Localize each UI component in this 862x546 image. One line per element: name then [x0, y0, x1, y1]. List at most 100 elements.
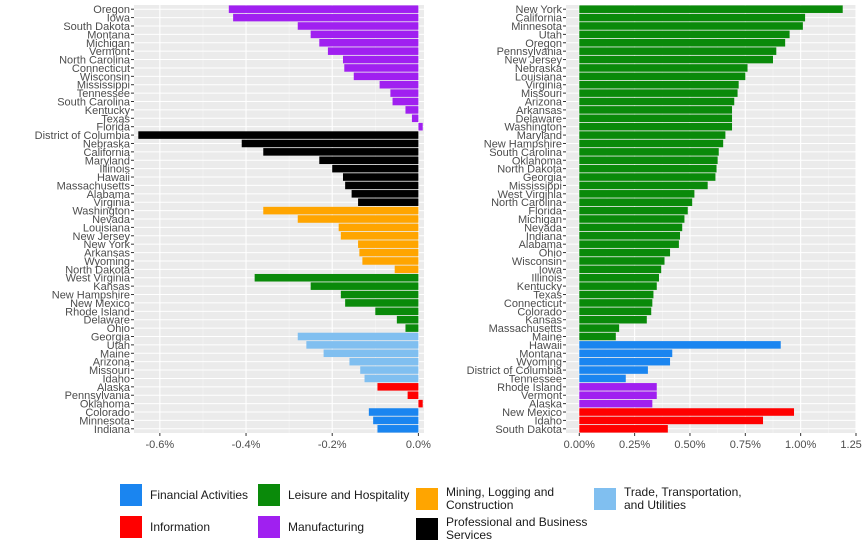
state-label-north-carolina: North Carolina [491, 197, 563, 209]
bar-right-kansas [579, 315, 647, 324]
state-label-arkansas: Arkansas [516, 105, 562, 117]
bar-right-new-jersey [579, 55, 773, 64]
x-tick-label: -0.4% [232, 439, 261, 451]
state-label-oregon: Oregon [525, 38, 562, 50]
bar-right-illinois [579, 273, 659, 282]
bar-left-kansas [310, 282, 419, 290]
state-label-illinois: Illinois [531, 273, 562, 285]
x-tick-label: 0.0% [406, 439, 431, 451]
legend-swatch [416, 488, 438, 510]
state-label-missouri: Missouri [89, 365, 130, 377]
legend-swatch [258, 516, 280, 538]
legend: Financial Activities Leisure and Hospital… [0, 476, 862, 546]
state-label-new-york: New York [84, 239, 131, 251]
bar-left-new-jersey [340, 232, 419, 240]
state-label-west-virginia: West Virginia [66, 273, 131, 285]
bar-right-new-hampshire [579, 139, 724, 148]
state-label-indiana: Indiana [94, 424, 131, 436]
bar-left-rhode-island [375, 307, 419, 316]
bar-left-north-carolina [342, 55, 419, 64]
legend-label: Leisure and Hospitality [288, 487, 410, 502]
bar-left-colorado [368, 408, 419, 416]
legend-item-mining-logging-and-construction: Mining, Logging and Construction [416, 486, 554, 512]
state-label-district-of-columbia: District of Columbia [467, 365, 563, 377]
state-label-north-carolina: North Carolina [59, 55, 131, 67]
state-label-wisconsin: Wisconsin [80, 71, 130, 83]
bar-right-new-york [579, 5, 843, 13]
legend-swatch [120, 516, 142, 538]
bar-left-massachusetts [345, 181, 419, 190]
bar-left-california [263, 148, 419, 156]
state-label-kentucky: Kentucky [85, 105, 131, 117]
bar-right-hawaii [579, 341, 781, 349]
state-label-pennsylvania: Pennsylvania [65, 390, 131, 402]
state-label-mississippi: Mississippi [77, 80, 130, 92]
state-label-iowa: Iowa [539, 264, 563, 276]
bar-right-oklahoma [579, 156, 718, 165]
x-tick-label: 0.25% [619, 439, 650, 451]
legend-label: Trade, Transportation, and Utilities [624, 485, 742, 512]
legend-item-professional-and-business-services: Professional and Business Services [416, 516, 587, 542]
state-label-kentucky: Kentucky [517, 281, 563, 293]
state-label-idaho: Idaho [102, 373, 130, 385]
state-label-nebraska: Nebraska [515, 63, 563, 75]
state-label-maine: Maine [100, 348, 130, 360]
state-label-hawaii: Hawaii [529, 340, 562, 352]
state-label-minnesota: Minnesota [511, 21, 563, 33]
state-label-maine: Maine [532, 331, 562, 343]
state-label-iowa: Iowa [107, 13, 131, 25]
bar-left-pennsylvania [407, 391, 419, 400]
bar-right-pennsylvania [579, 47, 777, 55]
state-label-new-mexico: New Mexico [502, 407, 562, 419]
bar-right-wisconsin [579, 257, 665, 265]
state-label-pennsylvania: Pennsylvania [497, 46, 563, 58]
state-label-new-york: New York [516, 4, 563, 16]
legend-label: Manufacturing [288, 519, 365, 534]
state-label-utah: Utah [539, 29, 562, 41]
bar-right-new-mexico [579, 408, 795, 416]
state-label-kansas: Kansas [525, 315, 562, 327]
bar-left-north-dakota [394, 265, 419, 274]
legend-label: Mining, Logging and Construction [446, 485, 555, 512]
state-label-tennessee: Tennessee [77, 88, 130, 100]
bar-left-louisiana [338, 223, 419, 232]
state-label-montana: Montana [519, 348, 563, 360]
state-label-south-dakota: South Dakota [495, 424, 563, 436]
bar-right-washington [579, 122, 733, 131]
bar-right-idaho [579, 416, 764, 425]
state-label-maryland: Maryland [85, 155, 130, 167]
bar-left-illinois [332, 164, 419, 173]
bar-left-montana [310, 30, 419, 39]
bar-left-south-carolina [392, 97, 419, 106]
state-label-new-hampshire: New Hampshire [52, 290, 130, 302]
bar-right-georgia [579, 173, 716, 181]
state-label-illinois: Illinois [99, 164, 130, 176]
bar-right-texas [579, 290, 654, 299]
bar-right-alaska [579, 399, 653, 408]
bar-left-district-of-columbia [138, 131, 419, 139]
bar-left-oklahoma [418, 399, 423, 408]
state-label-utah: Utah [107, 340, 130, 352]
state-label-indiana: Indiana [526, 231, 563, 243]
bar-left-new-hampshire [340, 290, 419, 299]
bar-left-arkansas [359, 248, 419, 257]
legend-label: Professional and Business Services [446, 515, 588, 542]
bar-right-minnesota [579, 22, 803, 30]
bar-left-georgia [297, 332, 419, 341]
state-label-north-dakota: North Dakota [65, 264, 131, 276]
bar-right-north-dakota [579, 164, 717, 173]
bar-left-hawaii [342, 173, 419, 181]
state-label-new-mexico: New Mexico [70, 298, 130, 310]
x-tick-label: 0.00% [564, 439, 595, 451]
state-label-missouri: Missouri [521, 88, 562, 100]
bar-right-oregon [579, 38, 786, 47]
bar-left-iowa [233, 13, 419, 22]
bar-left-arizona [349, 357, 419, 366]
legend-swatch [120, 484, 142, 506]
bar-right-tennessee [579, 374, 626, 383]
bar-left-wisconsin [353, 72, 419, 81]
bar-right-rhode-island [579, 383, 657, 391]
bar-left-wyoming [362, 257, 419, 265]
